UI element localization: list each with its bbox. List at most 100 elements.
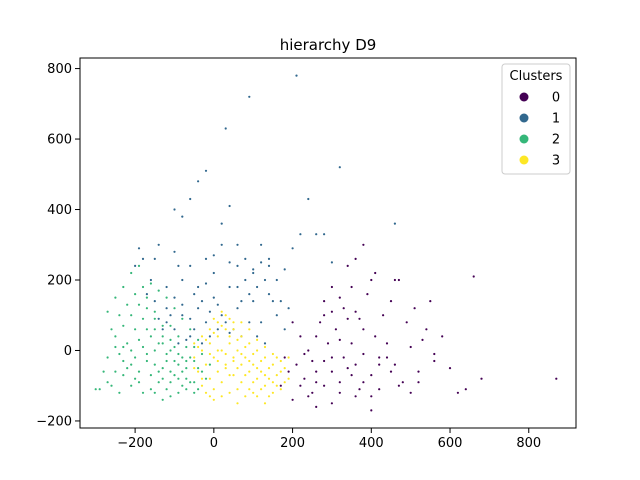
- data-point-cluster-2: [197, 388, 200, 391]
- data-point-cluster-3: [212, 317, 215, 320]
- data-point-cluster-2: [153, 363, 156, 366]
- data-point-cluster-2: [134, 377, 137, 380]
- data-point-cluster-0: [279, 384, 282, 387]
- data-point-cluster-2: [130, 314, 133, 317]
- data-point-cluster-2: [153, 328, 156, 331]
- legend-title: Clusters: [510, 69, 563, 84]
- data-point-cluster-0: [378, 356, 381, 359]
- data-point-cluster-1: [169, 314, 172, 317]
- data-point-cluster-0: [370, 278, 373, 282]
- data-point-cluster-1: [260, 243, 263, 246]
- data-point-cluster-1: [275, 278, 278, 282]
- data-point-cluster-3: [216, 335, 219, 338]
- data-point-cluster-1: [256, 335, 259, 338]
- data-point-cluster-2: [189, 356, 192, 359]
- data-point-cluster-1: [193, 328, 196, 331]
- data-point-cluster-3: [260, 359, 263, 363]
- data-point-cluster-1: [181, 303, 184, 306]
- data-point-cluster-0: [323, 300, 326, 303]
- data-point-cluster-3: [200, 335, 204, 338]
- data-point-cluster-0: [385, 342, 389, 345]
- chart-title: hierarchy D9: [280, 36, 377, 54]
- x-tick-label: 0: [210, 436, 218, 451]
- data-point-cluster-0: [291, 398, 294, 401]
- data-point-cluster-1: [224, 127, 227, 130]
- data-point-cluster-2: [141, 391, 145, 394]
- data-point-cluster-2: [161, 342, 164, 345]
- data-point-cluster-3: [224, 314, 227, 317]
- data-point-cluster-3: [212, 398, 215, 401]
- data-point-cluster-2: [189, 328, 192, 331]
- data-point-cluster-0: [303, 377, 306, 380]
- data-point-cluster-3: [197, 370, 200, 373]
- data-point-cluster-2: [169, 370, 172, 373]
- data-point-cluster-1: [263, 278, 267, 282]
- data-point-cluster-2: [149, 388, 152, 391]
- data-point-cluster-3: [252, 363, 255, 366]
- data-point-cluster-3: [216, 349, 219, 352]
- data-point-cluster-0: [307, 395, 310, 398]
- data-point-cluster-2: [193, 391, 196, 394]
- data-point-cluster-2: [161, 377, 164, 380]
- data-point-cluster-0: [374, 271, 377, 275]
- data-point-cluster-2: [204, 377, 208, 380]
- data-point-cluster-1: [216, 328, 219, 331]
- data-point-cluster-3: [220, 381, 223, 384]
- data-point-cluster-2: [173, 359, 176, 363]
- data-point-cluster-1: [185, 338, 188, 341]
- data-point-cluster-1: [165, 307, 168, 310]
- legend-marker-1: [519, 113, 529, 123]
- data-point-cluster-2: [169, 324, 172, 327]
- data-point-cluster-1: [220, 314, 223, 317]
- series-0: [279, 243, 558, 412]
- data-point-cluster-1: [248, 321, 251, 324]
- data-point-cluster-0: [480, 377, 483, 380]
- data-point-cluster-3: [263, 345, 267, 349]
- data-point-cluster-0: [330, 285, 333, 289]
- data-point-cluster-1: [177, 264, 180, 267]
- data-point-cluster-2: [153, 391, 156, 394]
- data-point-cluster-3: [260, 388, 263, 391]
- data-point-cluster-1: [181, 215, 184, 218]
- data-point-cluster-0: [448, 367, 452, 370]
- data-point-cluster-2: [173, 307, 176, 310]
- data-point-cluster-0: [362, 243, 365, 246]
- data-point-cluster-2: [157, 381, 160, 384]
- data-point-cluster-3: [256, 367, 259, 370]
- data-point-cluster-2: [94, 388, 97, 391]
- data-point-cluster-3: [256, 338, 259, 341]
- data-point-cluster-1: [275, 314, 278, 317]
- data-point-cluster-3: [193, 342, 196, 345]
- legend-label-1: 1: [552, 112, 560, 127]
- data-point-cluster-0: [389, 300, 393, 303]
- y-tick-label: 800: [47, 62, 72, 77]
- data-point-cluster-3: [244, 356, 247, 359]
- data-point-cluster-0: [338, 381, 341, 384]
- data-point-cluster-1: [153, 257, 156, 260]
- data-point-cluster-2: [149, 282, 152, 285]
- data-point-cluster-0: [378, 363, 381, 366]
- data-point-cluster-0: [441, 335, 444, 338]
- data-point-cluster-0: [307, 349, 310, 352]
- data-point-cluster-0: [358, 317, 361, 320]
- data-point-cluster-3: [208, 328, 211, 331]
- data-point-cluster-3: [208, 342, 211, 345]
- data-point-cluster-3: [287, 356, 290, 359]
- data-point-cluster-2: [197, 338, 200, 341]
- data-point-cluster-0: [350, 285, 353, 289]
- data-point-cluster-0: [354, 395, 357, 398]
- data-point-cluster-1: [228, 204, 231, 208]
- data-point-cluster-1: [323, 233, 326, 236]
- data-point-cluster-2: [165, 359, 168, 363]
- data-point-cluster-0: [330, 370, 333, 373]
- data-point-cluster-3: [260, 370, 263, 373]
- data-point-cluster-1: [252, 300, 255, 303]
- data-point-cluster-1: [204, 321, 208, 324]
- data-point-cluster-3: [244, 374, 247, 377]
- data-point-cluster-2: [106, 381, 109, 384]
- data-point-cluster-0: [323, 384, 326, 387]
- data-point-cluster-3: [197, 345, 200, 349]
- legend-box: [501, 63, 571, 175]
- data-point-cluster-2: [200, 352, 204, 356]
- data-point-cluster-2: [177, 335, 180, 338]
